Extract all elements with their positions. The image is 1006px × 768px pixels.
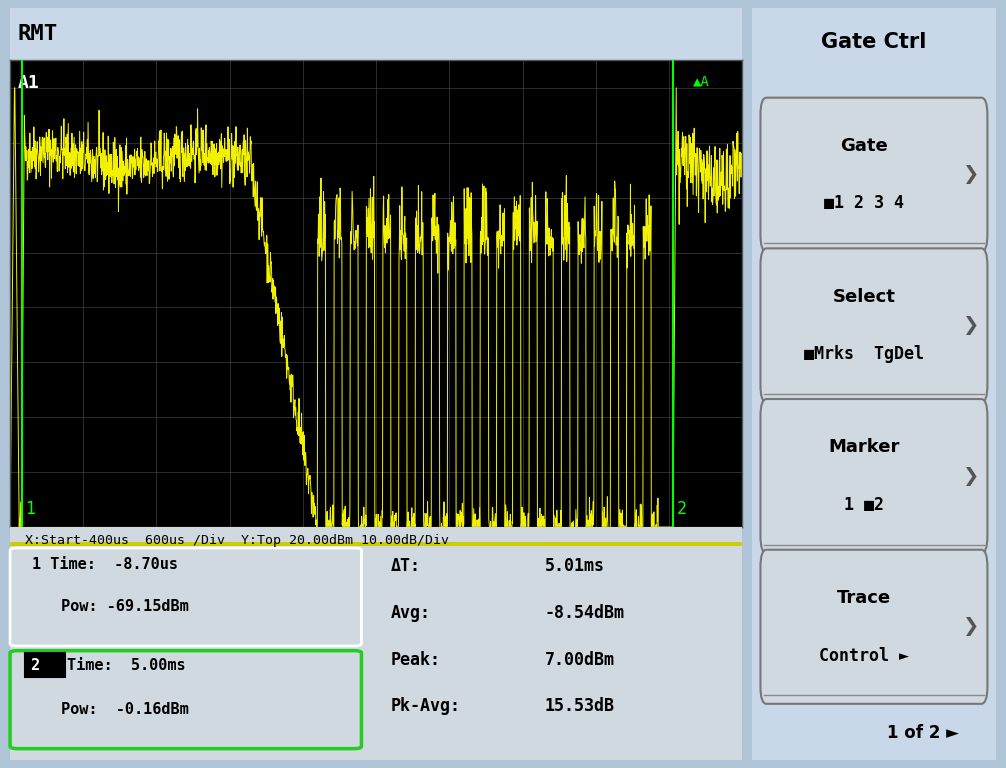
Text: 1 Time:  -8.70us: 1 Time: -8.70us [32,558,178,572]
Text: Marker: Marker [829,439,899,456]
FancyBboxPatch shape [10,650,361,749]
Text: 5.01ms: 5.01ms [544,558,605,575]
Text: ❯: ❯ [963,467,979,485]
Text: Control ►: Control ► [819,647,909,664]
Text: 15.53dB: 15.53dB [544,697,615,715]
FancyBboxPatch shape [761,550,988,703]
Text: Gate: Gate [840,137,888,155]
Text: ❯: ❯ [963,617,979,636]
Text: ■Mrks  TgDel: ■Mrks TgDel [804,345,925,363]
FancyBboxPatch shape [761,248,988,402]
Text: ❯: ❯ [963,316,979,335]
Text: 7.00dBm: 7.00dBm [544,650,615,669]
FancyBboxPatch shape [761,399,988,553]
Text: RMT: RMT [17,24,57,44]
Text: Trace: Trace [837,589,891,607]
FancyBboxPatch shape [10,548,361,646]
FancyBboxPatch shape [761,98,988,252]
Text: -8.54dBm: -8.54dBm [544,604,625,622]
FancyBboxPatch shape [10,542,742,546]
Text: A1: A1 [17,74,39,92]
Text: X:Start-400us  600us /Div  Y:Top 20.00dBm 10.00dB/Div: X:Start-400us 600us /Div Y:Top 20.00dBm … [25,534,449,547]
Text: Avg:: Avg: [390,604,431,622]
Text: 2: 2 [30,657,39,673]
Text: ❯: ❯ [963,165,979,184]
Text: 1: 1 [25,500,35,518]
Text: ΔT:: ΔT: [390,558,421,575]
Text: 1 ■2: 1 ■2 [844,496,884,514]
Text: 2: 2 [677,500,687,518]
Text: Peak:: Peak: [390,650,441,669]
Text: 1 of 2 ►: 1 of 2 ► [887,724,959,742]
Text: Time:  5.00ms: Time: 5.00ms [67,657,186,673]
Text: Pk-Avg:: Pk-Avg: [390,697,461,715]
Text: Pow: -69.15dBm: Pow: -69.15dBm [61,599,189,614]
Text: ▲A: ▲A [692,74,709,88]
Text: ■1 2 3 4: ■1 2 3 4 [824,194,904,213]
FancyBboxPatch shape [25,653,65,677]
Text: Pow:  -0.16dBm: Pow: -0.16dBm [61,702,189,717]
Text: Gate Ctrl: Gate Ctrl [821,31,927,51]
Text: Select: Select [833,288,895,306]
